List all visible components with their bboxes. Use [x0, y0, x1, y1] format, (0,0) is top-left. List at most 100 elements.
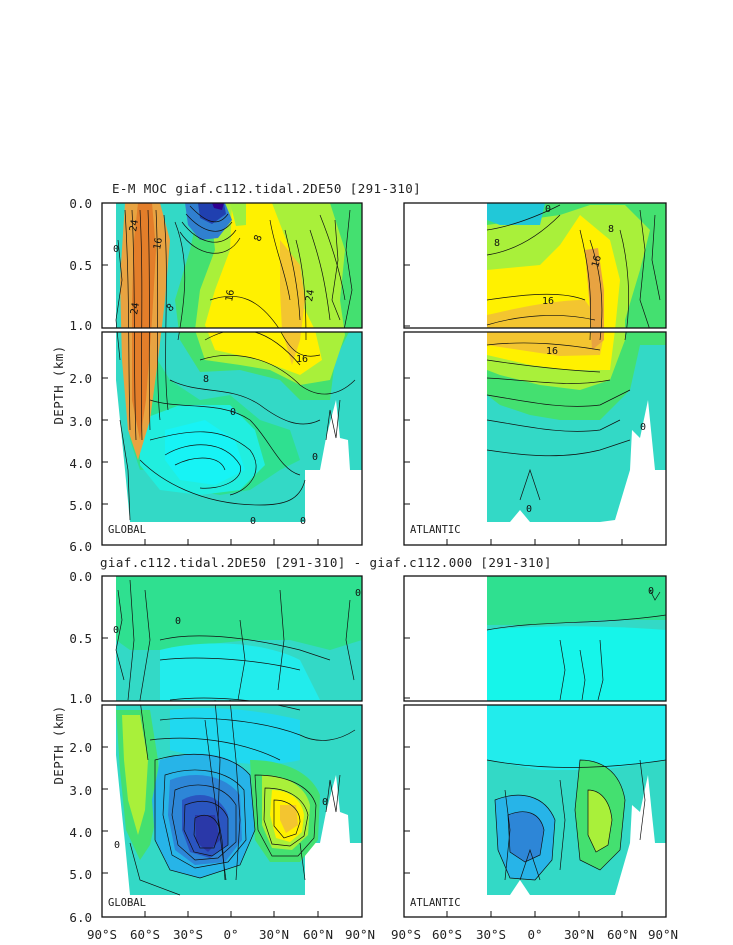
contour-label: 24: [128, 219, 141, 233]
depth-break-gap: [102, 701, 362, 705]
y-axis-left-bottom: 0.0 0.5 1.0 2.0 3.0 4.0 5.0 6.0: [69, 569, 92, 925]
top-title: E-M MOC giaf.c112.tidal.2DE50 [291-310]: [112, 181, 421, 196]
x-axis-right: 90°S 60°S 30°S 0° 30°N 60°N 90°N: [391, 927, 678, 942]
contour-lines: [486, 589, 666, 881]
x-tick-label: 90°S: [87, 927, 117, 942]
region-cyan: [487, 626, 666, 701]
y-tick-label: 6.0: [69, 910, 92, 925]
region-navy: [212, 203, 224, 210]
panel-label-global-top: GLOBAL: [108, 524, 146, 536]
contour-label: 0: [114, 840, 120, 851]
depth-break-gap: [404, 328, 666, 332]
panel-global-bottom: [102, 576, 362, 917]
panel-atlantic-top: [404, 203, 666, 545]
y-tick-label: 6.0: [69, 539, 92, 554]
x-tick-label: 0°: [527, 927, 542, 942]
contour-label: 0: [300, 516, 306, 527]
contour-lines: [115, 205, 356, 521]
contour-label: 8: [608, 224, 614, 235]
contour-label: 16: [224, 289, 237, 303]
contour-label: 16: [590, 254, 604, 268]
x-tick-label: 30°S: [173, 927, 203, 942]
contour-label: 24: [129, 302, 142, 316]
panel-label-atlantic-top: ATLANTIC: [410, 524, 461, 536]
x-tick-label: 30°S: [476, 927, 506, 942]
region-blue-core: [508, 811, 544, 862]
y-tick-label: 0.5: [69, 258, 92, 273]
x-tick-label: 60°N: [607, 927, 637, 942]
y-tick-label: 0.0: [69, 569, 92, 584]
y-tick-label: 3.0: [69, 414, 92, 429]
contour-label: 0: [322, 797, 328, 808]
y-axis-label-bottom: DEPTH (km): [51, 705, 66, 784]
y-tick-label: 3.0: [69, 783, 92, 798]
contour-label: 16: [152, 237, 165, 251]
y-tick-marks: [102, 264, 410, 874]
x-tick-label: 90°N: [345, 927, 375, 942]
x-tick-label: 60°S: [130, 927, 160, 942]
contour-lines: [115, 579, 356, 896]
contour-label: 8: [203, 374, 209, 385]
panel-label-global-bottom: GLOBAL: [108, 897, 146, 909]
contour-label: 0: [640, 422, 646, 433]
contour-label: 0: [113, 244, 119, 255]
y-tick-label: 2.0: [69, 371, 92, 386]
region-green-eq: [230, 203, 246, 226]
x-tick-label: 60°N: [303, 927, 333, 942]
y-tick-label: 5.0: [69, 498, 92, 513]
contour-label: 0: [230, 407, 236, 418]
region-sky: [170, 708, 300, 765]
contour-label: 16: [546, 346, 558, 357]
contour-label: 8: [165, 302, 177, 314]
y-axis-left-top: 0.0 0.5 1.0 2.0 3.0 4.0 5.0 6.0: [69, 196, 92, 554]
region-cyan-core: [165, 420, 245, 485]
contour-label: 24: [304, 289, 317, 303]
x-axis-left: 90°S 60°S 30°S 0° 30°N 60°N 90°N: [87, 927, 375, 942]
contour-label: 0: [312, 452, 318, 463]
contour-lines: [486, 204, 661, 501]
panel-atlantic-bottom: [404, 576, 666, 917]
x-tick-label: 30°N: [259, 927, 289, 942]
contour-label: 0: [545, 204, 551, 215]
region-green-upper: [116, 576, 362, 650]
contour-label: 0: [113, 625, 119, 636]
depth-break-gap: [404, 701, 666, 705]
region-orange: [585, 248, 604, 350]
y-tick-label: 4.0: [69, 456, 92, 471]
region-green-top: [487, 576, 666, 625]
x-tick-label: 90°N: [648, 927, 678, 942]
x-tick-marks: [144, 539, 623, 917]
x-tick-label: 0°: [223, 927, 238, 942]
x-tick-label: 30°N: [564, 927, 594, 942]
contour-labels: 24 24 16 16 8 8 8 16 24 0 0 0 0 0 8 16 1…: [113, 204, 654, 851]
y-tick-label: 0.5: [69, 631, 92, 646]
panel-label-atlantic-bottom: ATLANTIC: [410, 897, 461, 909]
region-orange-deep: [132, 203, 156, 440]
contour-label: 16: [296, 354, 308, 365]
region-cyan-corner: [487, 203, 545, 225]
x-tick-label: 60°S: [432, 927, 462, 942]
panel-global-top-frame-b: [101, 331, 363, 546]
y-tick-label: 2.0: [69, 740, 92, 755]
contour-label: 0: [526, 504, 532, 515]
region-gold-east: [280, 805, 298, 833]
y-tick-label: 0.0: [69, 196, 92, 211]
contour-label: 0: [250, 516, 256, 527]
x-tick-label: 90°S: [391, 927, 421, 942]
y-tick-label: 4.0: [69, 825, 92, 840]
contour-label: 0: [175, 616, 181, 627]
region-lime-strip: [122, 715, 148, 835]
contour-label: 8: [252, 234, 264, 243]
region-cyan-band: [160, 643, 320, 700]
contour-label: 16: [542, 296, 554, 307]
y-tick-label: 5.0: [69, 867, 92, 882]
contour-label: 8: [494, 238, 500, 249]
y-axis-label-top: DEPTH (km): [51, 345, 66, 424]
region-navy-core: [195, 815, 220, 852]
y-tick-label: 1.0: [69, 691, 92, 706]
region-orange-core: [280, 240, 305, 365]
panel-global-bottom-frame-b: [101, 704, 363, 918]
region-sky: [487, 705, 666, 770]
contour-label: 0: [355, 588, 361, 599]
